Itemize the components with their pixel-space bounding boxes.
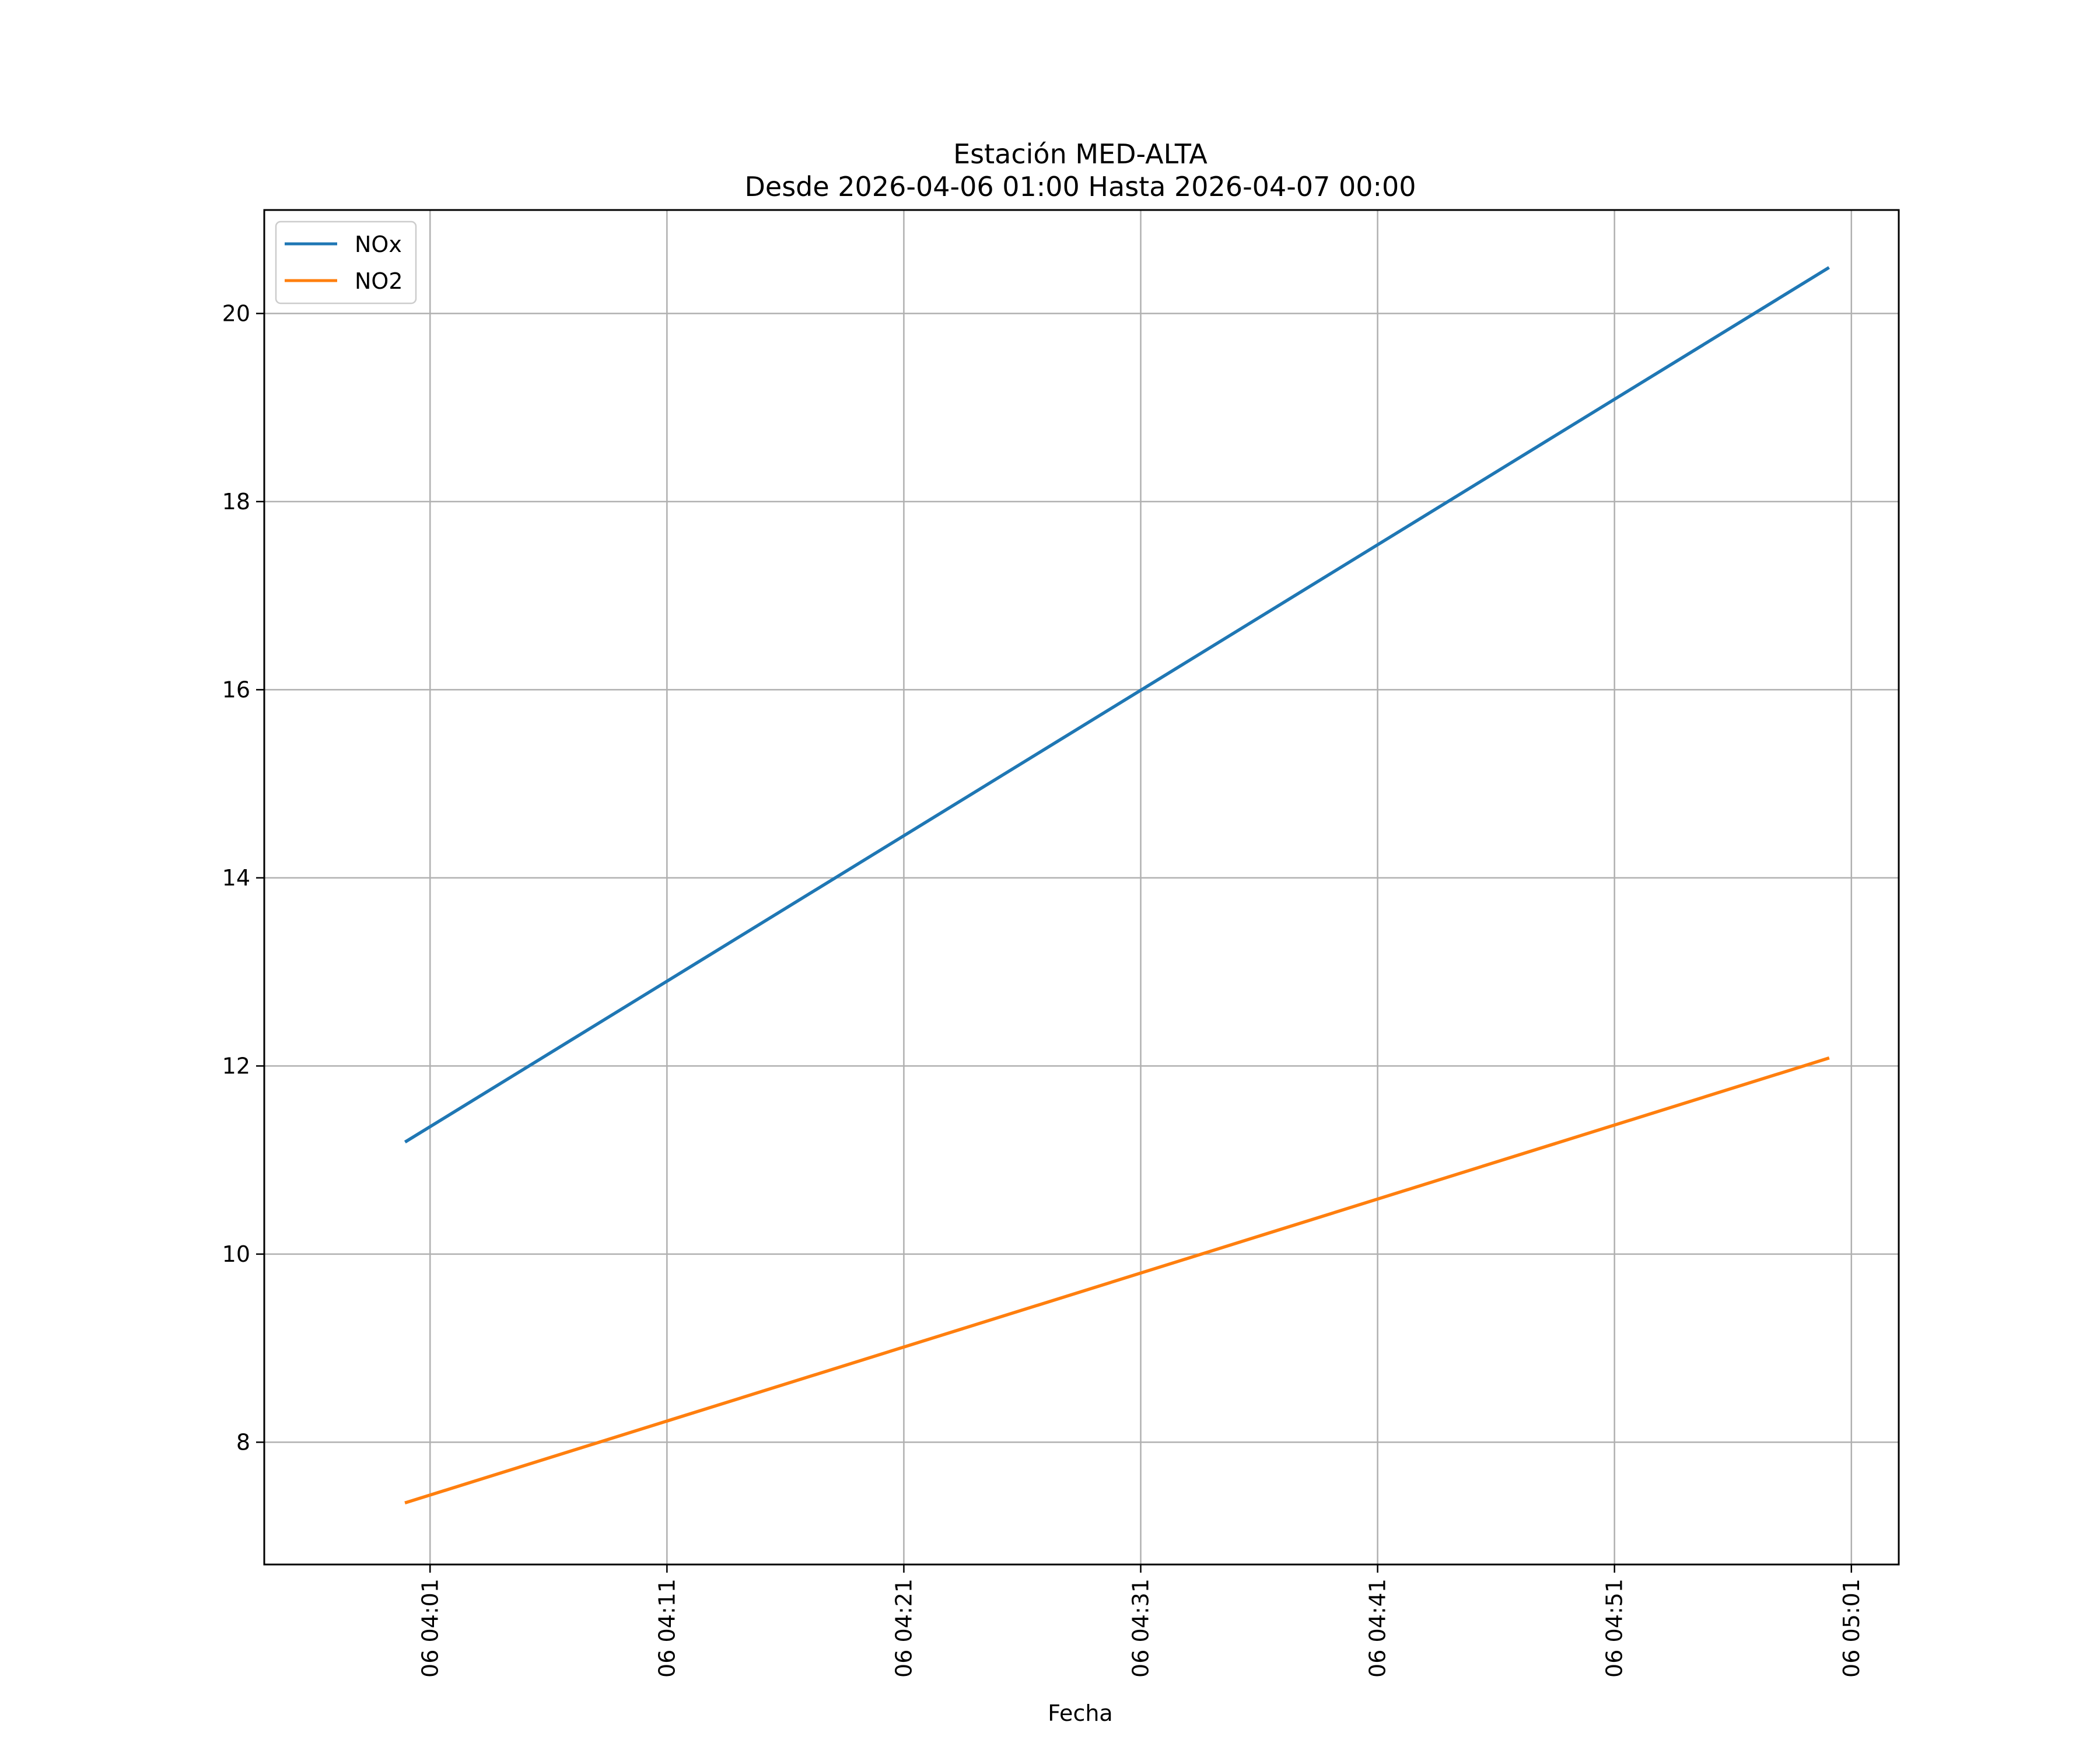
chart-title: Estación MED-ALTA xyxy=(953,138,1208,170)
plot-frame xyxy=(263,209,1900,1566)
y-tick-label: 18 xyxy=(222,489,250,514)
legend-box xyxy=(275,220,417,304)
x-tick-label: 06 04:11 xyxy=(654,1578,680,1678)
legend-label-nox: NOx xyxy=(355,232,402,257)
x-tick-label: 06 04:21 xyxy=(891,1578,916,1678)
y-tick-label: 14 xyxy=(222,865,250,891)
x-tick-label: 06 05:01 xyxy=(1839,1578,1864,1678)
legend: NOx NO2 xyxy=(275,220,417,304)
x-tick-label: 06 04:51 xyxy=(1602,1578,1628,1678)
x-tick-label: 06 04:31 xyxy=(1128,1578,1154,1678)
grid-lines xyxy=(264,210,1899,1564)
y-tick-label: 10 xyxy=(222,1241,250,1267)
y-tick-label: 12 xyxy=(222,1053,250,1079)
x-axis-label: Fecha xyxy=(1048,1700,1112,1726)
axis-ticks: 06 04:01 06 04:11 06 04:21 06 04:31 06 04:41… xyxy=(222,300,1864,1678)
chart-subtitle: Desde 2026-04-06 01:00 Hasta 2026-04-07 … xyxy=(744,171,1416,202)
y-tick-label: 20 xyxy=(222,300,250,326)
y-tick-label: 16 xyxy=(222,677,250,702)
x-tick-label: 06 04:41 xyxy=(1365,1578,1391,1678)
series-lines xyxy=(404,266,1830,1505)
series-line-nox xyxy=(404,266,1830,1144)
legend-label-no2: NO2 xyxy=(355,268,403,294)
y-tick-label: 8 xyxy=(236,1429,250,1455)
series-line-no2 xyxy=(404,1056,1830,1505)
x-tick-label: 06 04:01 xyxy=(417,1578,443,1678)
